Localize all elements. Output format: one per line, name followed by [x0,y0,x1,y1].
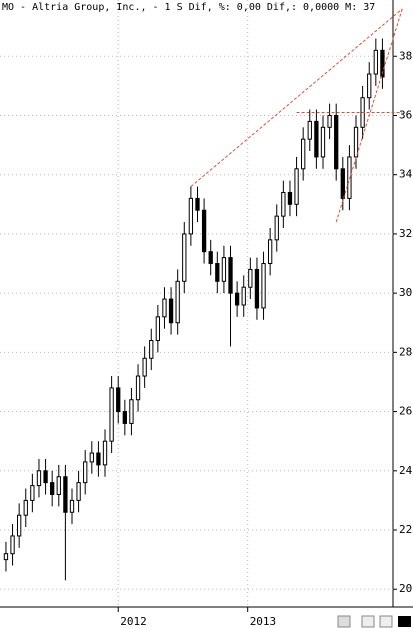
candle-body [294,168,299,205]
candle-body [261,263,266,309]
candle-body [23,499,28,516]
toolbar[interactable] [337,615,411,628]
y-tick-label: 34 [399,168,413,181]
candle-body [221,257,227,282]
candle-body [155,316,161,342]
candle-body [188,197,194,235]
candle-body [254,268,260,309]
candle-body [129,399,134,424]
y-tick-label: 30 [399,286,412,299]
y-tick-label: 22 [399,523,412,536]
candle-body [36,470,42,487]
candle-body [201,209,207,253]
candle-body [96,452,101,466]
candle-body [340,168,345,199]
y-tick-label: 32 [399,227,412,240]
candle-body [63,476,68,513]
candle-body [175,280,180,324]
candle-body [195,197,200,211]
tool-button[interactable] [337,615,351,628]
candle-body [69,499,75,513]
candle-body [267,239,273,265]
candle-body [373,49,378,75]
candle-body [353,126,359,158]
candle-body [116,387,121,413]
candle-body [89,452,94,463]
candle-body [274,215,279,241]
candle-body [10,535,15,555]
candle-body [314,120,319,158]
y-tick-label: 20 [399,582,412,595]
candle-body [102,440,108,466]
candle-body [56,476,61,495]
candle-body [215,263,220,282]
candle-body [334,114,339,170]
candle-body [380,49,385,78]
y-tick-label: 36 [399,108,412,121]
x-tick-label: 2013 [250,615,277,628]
tool-button[interactable] [379,615,393,628]
y-tick-label: 26 [399,405,412,418]
candle-body [327,114,332,128]
candle-body [208,251,213,265]
candle-body [149,340,154,359]
candle-body [287,191,293,205]
candle-body [234,292,240,306]
candle-body [3,553,9,561]
candle-body [50,482,55,495]
candle-body [43,470,48,484]
candle-body [281,191,286,217]
candle-body [83,461,88,484]
candle-body [162,298,167,318]
candle-body [228,257,233,294]
candle-body [367,73,372,99]
candle-body [182,233,187,282]
candle-body [301,138,306,170]
candle-body [142,357,147,377]
tool-button[interactable] [398,616,411,627]
candle-body [347,156,352,199]
candle-body [307,120,312,140]
candle-body [168,298,174,324]
trendline [190,8,403,187]
candle-body [76,482,81,501]
trendline [335,8,403,223]
y-tick-label: 38 [399,49,412,62]
candle-body [248,268,253,288]
candle-body [320,126,326,158]
candle-body [109,387,114,442]
candle-body [17,514,22,537]
tool-button[interactable] [361,615,375,628]
candle-body [241,286,246,306]
candle-body [30,485,35,501]
candle-body [122,411,127,424]
chart-title: MO - Altria Group, Inc., - 1 S Dif, %: 0… [2,2,375,13]
x-tick-label: 2012 [120,615,147,628]
y-tick-label: 24 [399,464,413,477]
candle-body [135,375,141,401]
y-tick-label: 28 [399,345,412,358]
